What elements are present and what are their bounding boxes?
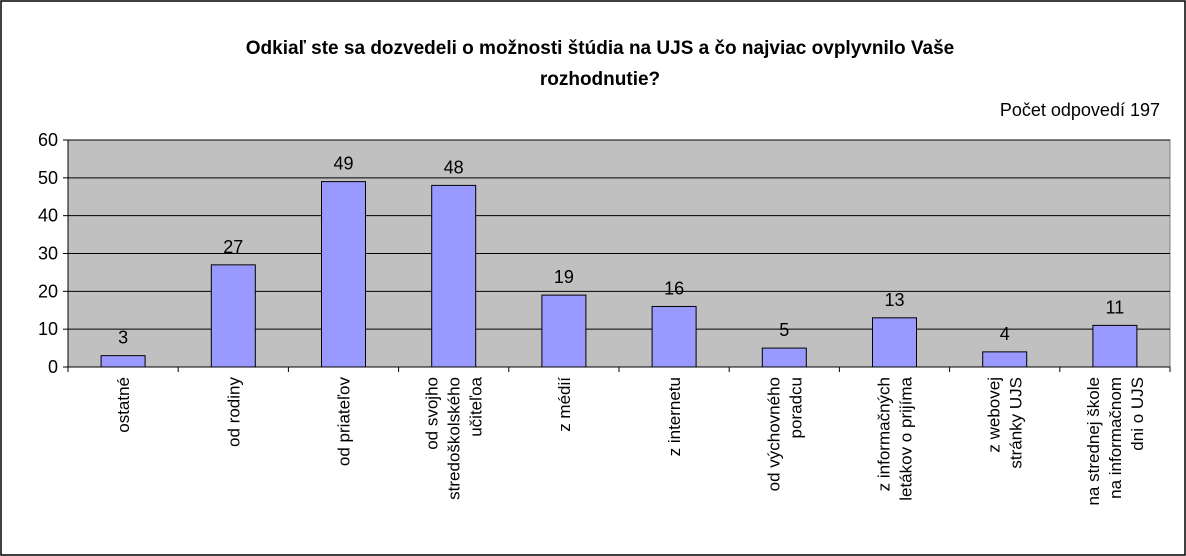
bar bbox=[100, 355, 146, 368]
x-tick-label: na strednej škole na informačnom dni o UJS bbox=[1084, 377, 1147, 506]
y-tick-label: 40 bbox=[38, 206, 58, 226]
value-label: 13 bbox=[884, 290, 904, 310]
x-tick-label: od svojho stredoškolského učiteľoa bbox=[423, 376, 486, 499]
value-label: 11 bbox=[1106, 297, 1125, 317]
bar bbox=[982, 351, 1028, 368]
chart-subtitle: Počet odpovedí 197 bbox=[1000, 100, 1160, 120]
value-label: 27 bbox=[223, 237, 243, 257]
y-tick-label: 30 bbox=[38, 244, 58, 264]
x-tick-label: z webovej stránky UJS bbox=[985, 377, 1026, 469]
y-tick-label: 20 bbox=[38, 281, 58, 301]
bar bbox=[321, 181, 366, 368]
bar bbox=[431, 184, 477, 368]
bar bbox=[1092, 324, 1138, 368]
value-label: 4 bbox=[1000, 324, 1010, 344]
x-tick-label: od priateľov bbox=[335, 377, 354, 467]
bar bbox=[651, 305, 697, 368]
value-label: 3 bbox=[118, 328, 128, 348]
value-label: 19 bbox=[554, 267, 574, 287]
x-tick-label: od výchovného poradcu bbox=[764, 377, 805, 491]
y-tick-label: 50 bbox=[38, 168, 58, 188]
value-label: 48 bbox=[444, 157, 464, 177]
bar bbox=[761, 347, 807, 368]
y-tick-label: 0 bbox=[48, 357, 58, 377]
bar bbox=[541, 294, 587, 368]
x-tick-label: z internetu bbox=[665, 377, 684, 456]
x-tick-label: od rodiny bbox=[224, 377, 243, 447]
x-tick-label: z informačných letákov o prijíma bbox=[875, 376, 916, 500]
value-label: 16 bbox=[664, 278, 684, 298]
bar bbox=[872, 317, 917, 368]
x-tick-label: ostatné bbox=[114, 377, 133, 433]
y-tick-label: 10 bbox=[38, 319, 58, 339]
x-tick-label: z médií bbox=[555, 377, 574, 432]
value-label: 49 bbox=[333, 154, 353, 174]
y-tick-label: 60 bbox=[38, 130, 58, 150]
value-label: 5 bbox=[779, 320, 789, 340]
chart-title: Odkiaľ ste sa dozvedeli o možnosti štúdi… bbox=[246, 38, 954, 90]
bar bbox=[210, 264, 256, 368]
